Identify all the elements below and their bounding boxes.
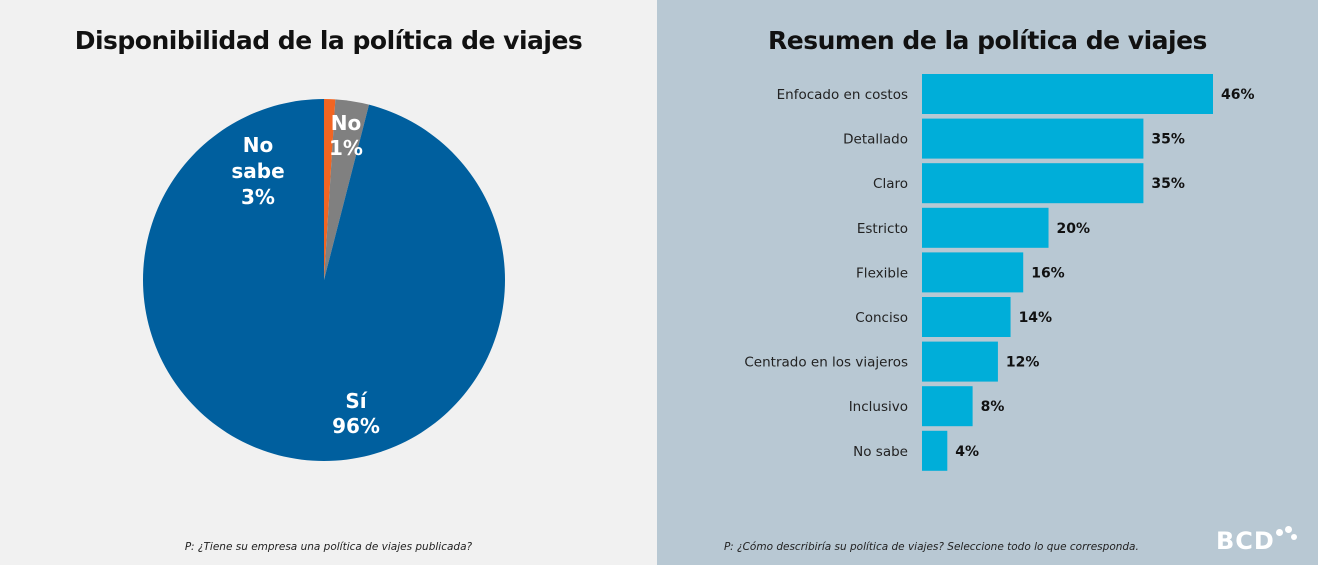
- bcd-logo-text: BCD: [1216, 527, 1275, 555]
- bar-category-label: Centrado en los viajeros: [744, 355, 908, 371]
- logo-paw-dot: [1285, 526, 1292, 533]
- bar: [922, 386, 973, 427]
- pie-category-label: No: [243, 133, 273, 157]
- bar: [922, 430, 948, 471]
- bar-chart-footnote: P: ¿Cómo describiría su política de viaj…: [724, 541, 1139, 553]
- pie-value-label: 96%: [332, 414, 380, 438]
- bar-category-label: Estricto: [857, 221, 908, 237]
- bar: [922, 297, 1011, 337]
- pie-category-label: sabe: [231, 159, 284, 183]
- bar: [922, 252, 1024, 293]
- pie-slice-s: [143, 99, 505, 461]
- bar-value-label: 8%: [981, 399, 1005, 415]
- bar-chart: Enfocado en costos 46% Detallado 35% Claro 35…: [744, 74, 1255, 471]
- bar-value-label: 4%: [955, 444, 979, 460]
- bar-category-label: Inclusivo: [849, 399, 908, 415]
- bar-value-label: 20%: [1057, 221, 1091, 237]
- logo-paw-dot: [1276, 529, 1283, 536]
- pie-chart-footnote: P: ¿Tiene su empresa una política de via…: [184, 541, 473, 553]
- logo-paw-dot: [1291, 534, 1297, 540]
- pie-category-label: Sí: [345, 389, 367, 413]
- bar: [922, 118, 1144, 159]
- bar-value-label: 35%: [1151, 132, 1185, 148]
- bar-value-label: 16%: [1031, 265, 1065, 281]
- bar-category-label: No sabe: [853, 444, 908, 460]
- bcd-logo: BCD: [1216, 525, 1297, 555]
- bar-category-label: Claro: [873, 176, 908, 192]
- pie-slice-no: [324, 99, 336, 280]
- bar-chart-panel: Resumen de la política de viajes Enfocad…: [657, 0, 1318, 565]
- pie-category-label: No: [331, 111, 361, 135]
- pie-chart-panel: Disponibilidad de la política de viajes …: [0, 0, 657, 565]
- bar-chart-title: Resumen de la política de viajes: [768, 26, 1207, 55]
- pie-value-label: 3%: [241, 185, 275, 209]
- bar: [922, 341, 998, 382]
- bar: [922, 163, 1144, 204]
- bar-category-label: Flexible: [856, 265, 908, 281]
- bar-value-label: 12%: [1006, 355, 1040, 371]
- bar-value-label: 35%: [1151, 176, 1185, 192]
- bar-category-label: Detallado: [843, 132, 908, 148]
- bar: [922, 207, 1049, 248]
- bar-category-label: Conciso: [855, 310, 908, 326]
- bar-value-label: 46%: [1221, 87, 1255, 103]
- bar-category-label: Enfocado en costos: [777, 87, 908, 103]
- pie-chart-title: Disponibilidad de la política de viajes: [74, 26, 583, 55]
- bar: [922, 74, 1213, 114]
- bar-value-label: 14%: [1019, 310, 1053, 326]
- pie-slice-no-sabe: [324, 99, 370, 280]
- pie-value-label: 1%: [329, 136, 363, 160]
